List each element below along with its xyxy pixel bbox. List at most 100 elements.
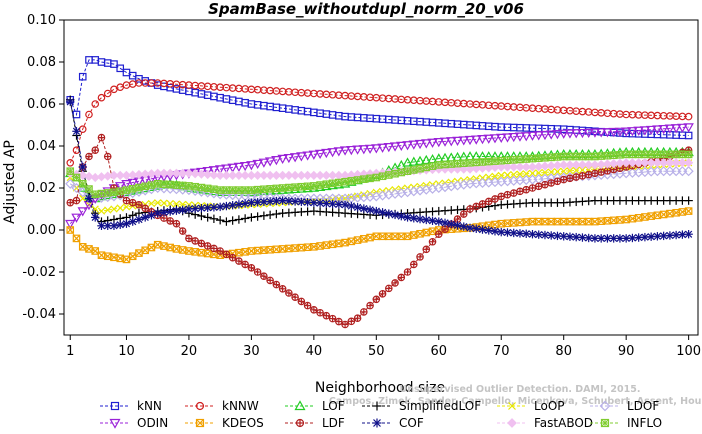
data-point-cof xyxy=(384,209,394,218)
data-point-inflo xyxy=(653,150,662,159)
data-point-ldf xyxy=(253,268,262,276)
data-point-kdeos xyxy=(409,231,418,239)
data-point-ldf xyxy=(303,301,312,310)
data-point-cof xyxy=(540,230,550,240)
data-point-ldf xyxy=(416,253,424,261)
data-point-ldf xyxy=(278,284,287,293)
data-point-odin xyxy=(545,130,557,140)
data-point-ldf xyxy=(316,308,324,317)
data-point-loop xyxy=(578,166,587,174)
data-point-inflo xyxy=(428,162,437,170)
legend-item-loop: LoOP xyxy=(497,399,565,413)
data-point-inflo xyxy=(484,157,493,166)
data-point-kdeos xyxy=(347,237,356,246)
data-point-fastabod xyxy=(190,169,200,179)
data-point-fastabod xyxy=(515,162,525,172)
data-point-cof xyxy=(472,224,481,233)
data-point-kdeos xyxy=(153,240,162,249)
data-point-kdeos xyxy=(391,232,399,241)
data-point-knnw xyxy=(85,110,93,119)
data-point-odin xyxy=(358,145,370,155)
data-point-cof xyxy=(397,211,406,221)
data-point-knnw xyxy=(78,125,87,134)
data-point-cof xyxy=(434,217,443,226)
data-point-knn xyxy=(116,64,125,73)
data-point-kdeos xyxy=(197,248,206,257)
data-point-inflo xyxy=(453,159,462,168)
data-point-ldf xyxy=(584,170,593,179)
data-point-fastabod xyxy=(309,170,319,181)
data-point-odin xyxy=(414,139,426,150)
data-point-inflo xyxy=(303,182,312,191)
data-point-kdeos xyxy=(72,234,81,243)
x-tick-label: 90 xyxy=(618,344,635,359)
data-point-cof xyxy=(228,201,237,210)
data-point-inflo xyxy=(147,181,156,189)
data-point-odin xyxy=(533,131,544,141)
data-point-kdeos xyxy=(85,245,93,253)
data-point-ldf xyxy=(378,290,387,298)
data-point-cof xyxy=(172,206,181,215)
data-point-odin xyxy=(202,166,213,177)
data-point-fastabod xyxy=(290,170,300,181)
data-point-odin xyxy=(595,128,607,138)
data-point-odin xyxy=(670,124,682,134)
data-point-odin xyxy=(658,124,669,135)
data-point-inflo xyxy=(541,153,549,162)
data-point-ldf xyxy=(578,172,587,180)
legend-marker xyxy=(372,401,382,411)
data-point-fastabod xyxy=(196,169,207,179)
data-point-loop xyxy=(172,200,181,208)
data-point-odin xyxy=(639,126,651,136)
series-inflo xyxy=(66,150,693,199)
data-point-odin xyxy=(427,138,438,148)
data-point-knn xyxy=(78,72,87,81)
legend-item-inflo: INFLO xyxy=(590,416,662,430)
data-point-odin xyxy=(483,134,494,144)
data-point-odin xyxy=(471,135,482,145)
data-point-ldf xyxy=(178,227,187,235)
data-point-loop xyxy=(485,173,493,181)
data-point-loop xyxy=(116,204,124,212)
data-point-cof xyxy=(490,227,500,236)
data-point-ldf xyxy=(428,237,437,246)
data-point-inflo xyxy=(335,178,343,187)
data-point-inflo xyxy=(122,186,131,194)
data-point-fastabod xyxy=(271,170,281,181)
data-point-fastabod xyxy=(321,170,331,181)
data-point-odin xyxy=(652,125,663,135)
series-knnw xyxy=(66,79,693,167)
data-point-ldf xyxy=(185,234,193,243)
y-tick-label: 0.08 xyxy=(27,55,56,70)
data-point-odin xyxy=(439,137,451,147)
data-point-inflo xyxy=(166,180,174,189)
data-point-loop xyxy=(160,199,168,207)
data-point-ldf xyxy=(72,196,81,205)
data-point-knnw xyxy=(91,100,100,108)
data-point-odin xyxy=(77,207,88,217)
data-point-kdeos xyxy=(634,214,643,222)
data-point-ldf xyxy=(103,152,112,161)
data-point-odin xyxy=(114,182,126,192)
y-tick-label: 0.00 xyxy=(27,223,56,238)
data-point-inflo xyxy=(516,155,524,164)
data-point-ldf xyxy=(135,201,143,209)
data-point-odin xyxy=(614,127,626,137)
data-point-odin xyxy=(214,165,226,175)
data-point-odin xyxy=(252,159,263,170)
data-point-inflo xyxy=(135,183,143,192)
data-point-ldf xyxy=(366,301,374,310)
data-point-ldf xyxy=(322,311,331,320)
data-point-fastabod xyxy=(221,170,232,181)
data-point-inflo xyxy=(97,189,106,198)
data-point-knnw xyxy=(116,83,125,92)
data-point-cof xyxy=(478,225,487,234)
data-point-fastabod xyxy=(302,170,313,181)
data-point-fastabod xyxy=(215,170,225,181)
data-point-ldf xyxy=(434,230,443,239)
data-point-loop xyxy=(166,199,174,208)
data-point-loop xyxy=(572,166,580,174)
data-point-kdeos xyxy=(659,210,668,219)
data-point-loop xyxy=(179,200,187,209)
x-axis-label: Neighborhood size xyxy=(315,380,445,396)
